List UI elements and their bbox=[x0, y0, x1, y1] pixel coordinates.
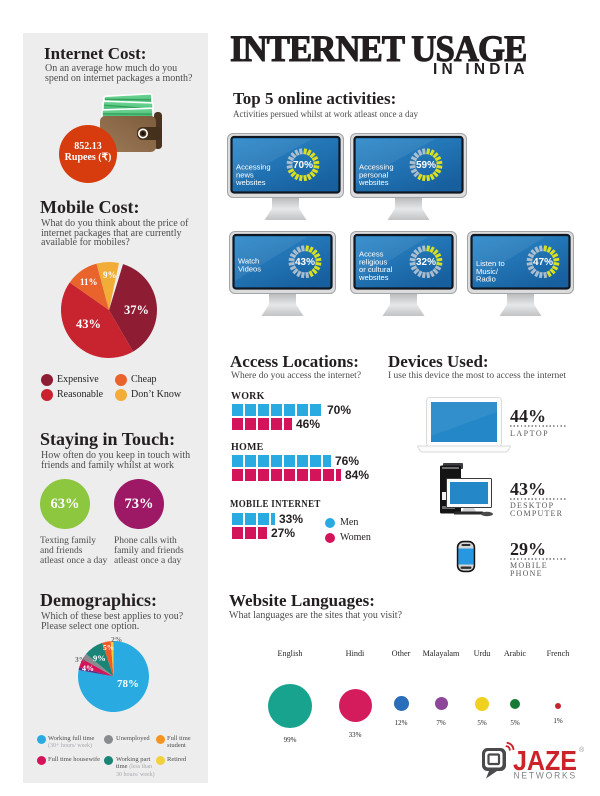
svg-text:JAZE: JAZE bbox=[513, 745, 577, 776]
svg-text:Accessing: Accessing bbox=[359, 163, 394, 172]
svg-text:59%: 59% bbox=[416, 160, 436, 171]
svg-text:43%: 43% bbox=[295, 257, 315, 268]
svg-text:Accessing: Accessing bbox=[236, 163, 271, 172]
svg-text:religious: religious bbox=[359, 257, 387, 266]
svg-text:Access: Access bbox=[359, 250, 384, 259]
svg-text:Watch: Watch bbox=[238, 257, 259, 266]
svg-text:47%: 47% bbox=[533, 257, 553, 268]
svg-text:Listen to: Listen to bbox=[476, 259, 505, 268]
svg-text:70%: 70% bbox=[293, 160, 313, 171]
svg-text:websites: websites bbox=[358, 273, 389, 282]
svg-text:or cultural: or cultural bbox=[359, 265, 393, 274]
svg-text:®: ® bbox=[579, 746, 585, 754]
svg-text:Radio: Radio bbox=[476, 275, 496, 284]
svg-text:news: news bbox=[236, 170, 254, 179]
svg-text:NETWORKS: NETWORKS bbox=[514, 771, 578, 781]
svg-text:websites: websites bbox=[358, 178, 389, 187]
svg-text:Videos: Videos bbox=[238, 264, 261, 273]
svg-text:personal: personal bbox=[359, 170, 388, 179]
svg-text:Music/: Music/ bbox=[476, 267, 499, 276]
svg-text:32%: 32% bbox=[416, 257, 436, 268]
svg-text:websites: websites bbox=[235, 178, 266, 187]
